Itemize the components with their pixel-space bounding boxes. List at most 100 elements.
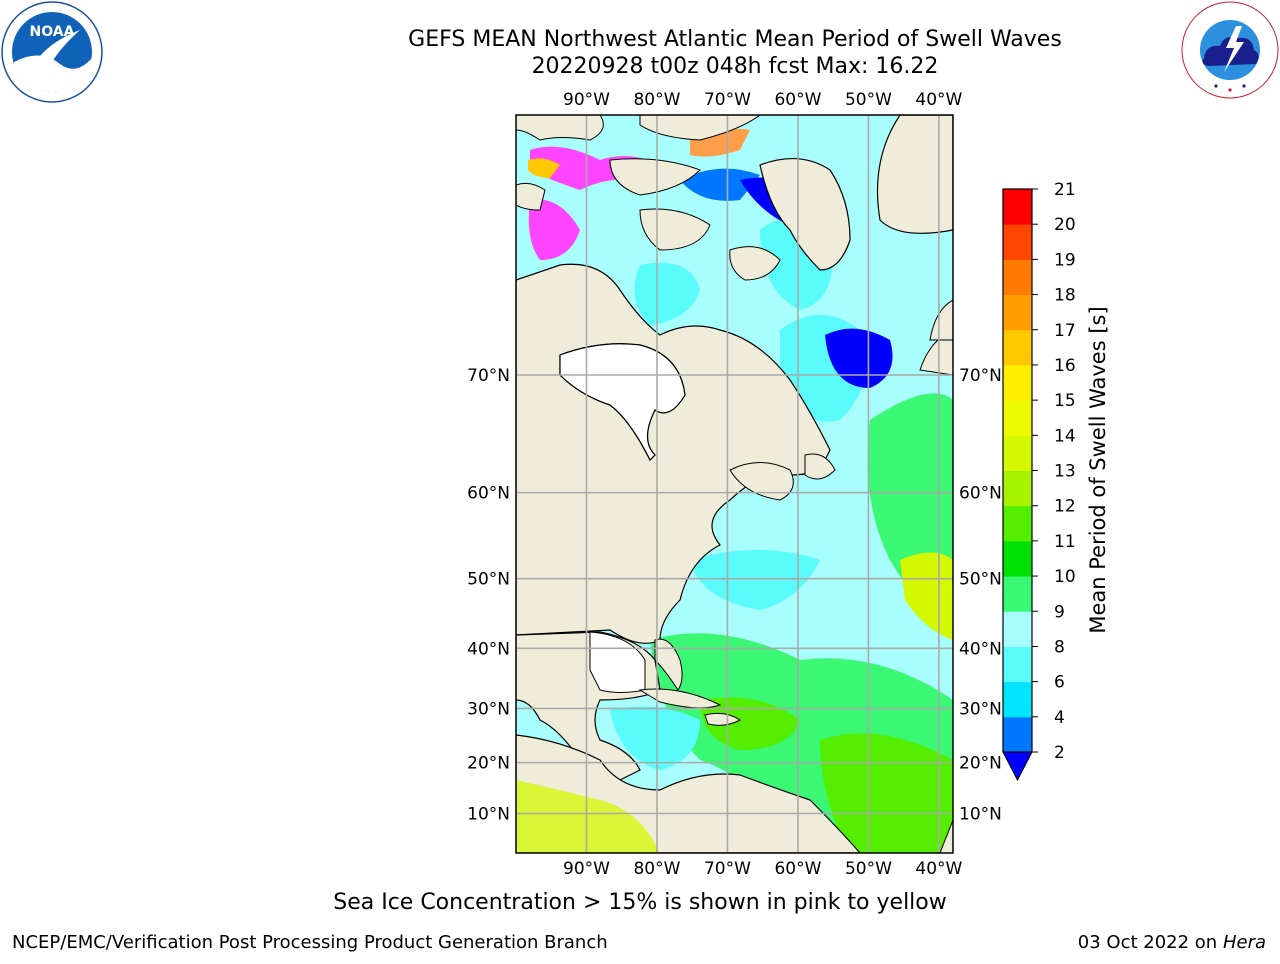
sea-ice (528, 199, 580, 260)
colorbar-segment (1003, 611, 1032, 647)
lat-tick-right: 70°N (959, 366, 1002, 386)
colorbar-tick-label: 19 (1054, 250, 1076, 270)
colorbar-tick-label: 20 (1054, 215, 1076, 235)
field-patch (825, 328, 893, 388)
lat-tick-right: 10°N (959, 805, 1002, 825)
colorbar-tick-label: 13 (1054, 462, 1076, 482)
lat-tick-left: 60°N (467, 484, 510, 504)
noaa-logo-text: NOAA (30, 24, 75, 40)
footer-branch: NCEP/EMC/Verification Post Processing Pr… (12, 932, 608, 953)
colorbar-tick-label: 21 (1054, 180, 1076, 200)
title-line-2: 20220928 t00z 048h fcst Max: 16.22 (531, 54, 939, 79)
lat-tick-left: 40°N (467, 639, 510, 659)
colorbar-segment (1003, 329, 1032, 366)
colorbar-segment (1003, 435, 1032, 471)
colorbar-tick-label: 4 (1054, 708, 1065, 728)
land-africa-edge (939, 819, 953, 853)
lon-tick-top: 80°W (633, 90, 680, 110)
colorbar-tick-label: 6 (1054, 673, 1065, 693)
field-patch (516, 780, 660, 853)
noaa-logo-icon: NOAA (1, 1, 103, 103)
footer-date-text: 03 Oct 2022 on (1077, 932, 1223, 953)
map-field (516, 115, 953, 853)
colorbar-tick-label: 14 (1054, 426, 1076, 446)
colorbar-segment (1003, 716, 1032, 753)
lon-tick-bottom: 60°W (774, 859, 821, 879)
land-island (729, 246, 781, 281)
lon-tick-bottom: 50°W (845, 859, 892, 879)
colorbar-tick-label: 17 (1054, 321, 1076, 341)
field-patch (900, 552, 953, 640)
lat-tick-right: 60°N (959, 484, 1002, 504)
lat-tick-left: 20°N (467, 754, 510, 774)
sea-ice (528, 158, 560, 178)
land-arctic-island (609, 158, 701, 196)
field-patch (700, 697, 800, 750)
lon-tick-top: 40°W (915, 90, 962, 110)
colorbar-segment (1003, 224, 1032, 260)
lon-ticks-bottom: 90°W 80°W 70°W 60°W 50°W 40°W (563, 859, 963, 879)
land-greenland (759, 157, 851, 271)
lat-tick-right: 40°N (959, 639, 1002, 659)
lon-tick-top: 70°W (704, 90, 751, 110)
lon-tick-top: 90°W (563, 90, 610, 110)
colorbar-segment (1003, 400, 1032, 436)
lat-ticks-left: 70°N 60°N 50°N 40°N 30°N 20°N 10°N (467, 366, 510, 825)
land-hispaniola (704, 712, 741, 726)
colorbar-segment (1003, 364, 1032, 401)
field-patch (680, 168, 760, 201)
colorbar-segment (1003, 646, 1032, 683)
land-cuba (638, 688, 722, 709)
colorbar-tick-label: 2 (1054, 743, 1065, 763)
lat-ticks-right: 70°N 60°N 50°N 40°N 30°N 20°N 10°N (959, 366, 1002, 825)
colorbar-tick-label: 9 (1054, 602, 1065, 622)
title-line-1: GEFS MEAN Northwest Atlantic Mean Period… (408, 27, 1062, 52)
field-patch (690, 550, 820, 610)
colorbar-label: Mean Period of Swell Waves [s] (1086, 306, 1110, 633)
footer-system: Hera (1222, 932, 1266, 953)
land-island (516, 182, 546, 211)
colorbar-tick-label: 12 (1054, 497, 1076, 517)
field-patch (634, 262, 700, 325)
footer-date: 03 Oct 2022 on Hera (1078, 932, 1266, 953)
lon-tick-top: 50°W (845, 90, 892, 110)
colorbar-tick-label: 16 (1054, 356, 1076, 376)
land-florida (654, 638, 683, 691)
colorbar-tick-label: 15 (1054, 391, 1076, 411)
sea-ice (530, 146, 660, 190)
colorbar-segment (1003, 540, 1032, 577)
lat-tick-right: 50°N (959, 570, 1002, 590)
lon-tick-bottom: 80°W (633, 859, 680, 879)
colorbar-tick-label: 10 (1054, 567, 1076, 587)
lat-tick-left: 10°N (467, 805, 510, 825)
colorbar-extend-min (1002, 751, 1033, 782)
colorbar-segment (1003, 189, 1032, 225)
lat-tick-left: 30°N (467, 699, 510, 719)
land-iceland-region (876, 115, 953, 234)
colorbar-segment (1003, 681, 1032, 718)
colorbar-segment (1003, 294, 1032, 331)
land-europe-edge (929, 299, 953, 341)
colorbar-segment (1003, 576, 1032, 612)
nws-logo-icon (1181, 1, 1279, 99)
lon-tick-bottom: 40°W (915, 859, 962, 879)
lat-tick-right: 20°N (959, 754, 1002, 774)
map-frame (515, 114, 954, 854)
field-patch (610, 706, 700, 770)
colorbar-segment (1003, 505, 1032, 542)
grid-lines (516, 115, 953, 853)
land-nova-scotia (729, 462, 794, 501)
lon-tick-bottom: 90°W (563, 859, 610, 879)
land-newfoundland (804, 453, 836, 480)
land-arctic-north (516, 115, 604, 141)
chart-title: GEFS MEAN Northwest Atlantic Mean Period… (300, 26, 1170, 80)
lat-tick-left: 50°N (467, 570, 510, 590)
lon-tick-bottom: 70°W (704, 859, 751, 879)
lat-tick-left: 70°N (467, 366, 510, 386)
sea-ice-note: Sea Ice Concentration > 15% is shown in … (333, 890, 947, 915)
colorbar-tick-label: 11 (1054, 532, 1076, 552)
inland-water-hudson-bay (559, 343, 686, 462)
colorbar: 2 4 6 8 9 10 11 12 13 14 15 16 17 18 19 20 21 (1002, 180, 1076, 782)
colorbar-tick-label: 18 (1054, 286, 1076, 306)
